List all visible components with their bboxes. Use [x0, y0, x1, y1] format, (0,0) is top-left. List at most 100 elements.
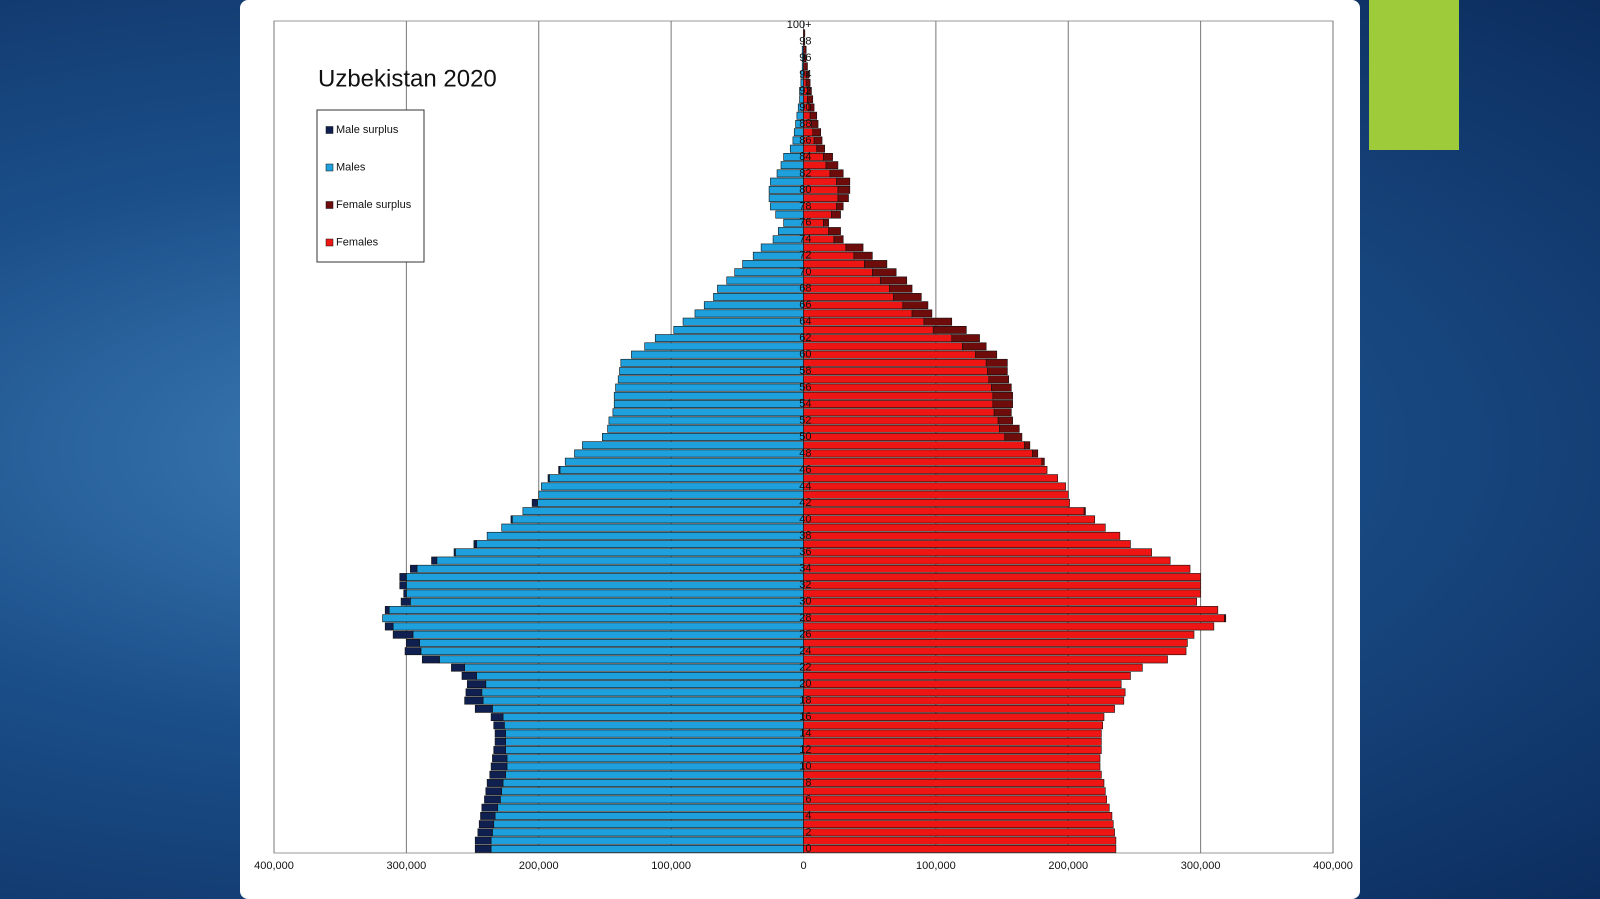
bar — [416, 564, 804, 573]
bar — [803, 515, 1096, 524]
surplus-bar — [474, 836, 492, 845]
bar — [803, 391, 994, 400]
surplus-bar — [477, 828, 493, 837]
bar — [582, 441, 804, 450]
age-label: 6 — [805, 793, 811, 805]
bar — [631, 350, 804, 359]
age-label: 30 — [799, 596, 811, 608]
bar — [803, 540, 1131, 549]
surplus-bar — [872, 268, 897, 277]
age-label: 64 — [799, 316, 811, 328]
age-label: 46 — [799, 464, 811, 476]
bar — [619, 367, 804, 376]
bar — [803, 803, 1110, 812]
x-tick-label: 400,000 — [1313, 860, 1353, 872]
bar — [464, 663, 804, 672]
bar — [476, 540, 804, 549]
bar — [803, 301, 904, 310]
surplus-bar — [473, 540, 477, 549]
age-label: 86 — [799, 134, 811, 146]
bar — [803, 350, 976, 359]
bar — [803, 721, 1103, 730]
surplus-bar — [804, 54, 807, 62]
bar — [803, 770, 1102, 779]
surplus-bar — [836, 177, 851, 186]
bar — [803, 746, 1102, 754]
age-label: 0 — [805, 843, 811, 855]
surplus-bar — [993, 408, 1012, 417]
age-label: 26 — [799, 629, 811, 641]
surplus-bar — [1083, 507, 1086, 516]
surplus-bar — [836, 202, 844, 211]
bar — [673, 325, 804, 334]
surplus-bar — [951, 334, 980, 343]
bar — [420, 647, 804, 656]
age-label: 70 — [799, 266, 811, 278]
bar — [803, 531, 1121, 540]
bar — [803, 309, 913, 318]
bar — [760, 243, 804, 252]
age-label: 2 — [805, 826, 811, 838]
bar — [803, 416, 999, 425]
surplus-bar — [478, 820, 495, 829]
surplus-bar — [384, 622, 394, 631]
bar — [803, 507, 1085, 516]
age-label: 84 — [799, 151, 811, 163]
chart-title: Uzbekistan 2020 — [318, 65, 497, 92]
surplus-bar — [833, 235, 844, 244]
age-label: 54 — [799, 398, 811, 410]
surplus-bar — [489, 770, 506, 779]
legend-label: Males — [336, 161, 366, 173]
x-tick-label: 400,000 — [254, 860, 294, 872]
x-tick-label: 100,000 — [651, 860, 691, 872]
age-label: 56 — [799, 381, 811, 393]
surplus-bar — [805, 78, 811, 87]
bar — [734, 268, 804, 277]
bar — [490, 836, 804, 845]
surplus-bar — [991, 383, 1012, 392]
bar — [803, 836, 1117, 845]
bar — [803, 260, 865, 268]
age-label: 32 — [799, 579, 811, 591]
bar — [803, 828, 1115, 837]
bar — [504, 721, 804, 730]
bar — [803, 367, 988, 376]
bar — [803, 597, 1197, 606]
bar — [439, 655, 804, 664]
age-label: 14 — [799, 727, 811, 739]
surplus-bar — [807, 95, 814, 104]
x-tick-label: 300,000 — [1181, 860, 1221, 872]
legend-box — [316, 109, 425, 263]
bar — [803, 663, 1143, 672]
bar — [494, 812, 804, 820]
bar — [803, 655, 1168, 664]
surplus-bar — [558, 466, 561, 474]
surplus-bar — [830, 210, 841, 219]
bar — [752, 251, 804, 260]
age-label: 16 — [799, 711, 811, 723]
bar — [382, 614, 804, 623]
bar — [803, 548, 1152, 557]
surplus-bar — [823, 218, 829, 227]
age-label: 22 — [799, 662, 811, 674]
surplus-bar — [494, 737, 506, 746]
bar — [549, 474, 804, 483]
surplus-bar — [804, 45, 807, 54]
bar — [601, 433, 804, 441]
bar — [803, 630, 1195, 639]
bar — [412, 630, 804, 639]
age-label: 42 — [799, 497, 811, 509]
bar — [410, 597, 804, 606]
age-label: 58 — [799, 365, 811, 377]
bar — [406, 589, 804, 598]
bar — [505, 746, 804, 754]
legend: Male surplus Males Female surplus Females — [325, 124, 412, 248]
bar — [505, 770, 804, 779]
legend-label: Male surplus — [336, 124, 399, 136]
legend-label: Female surplus — [336, 199, 412, 211]
bar — [497, 803, 804, 812]
surplus-bar — [486, 779, 504, 787]
surplus-bar — [987, 367, 1008, 376]
bar — [682, 317, 804, 326]
surplus-bar — [404, 647, 422, 656]
